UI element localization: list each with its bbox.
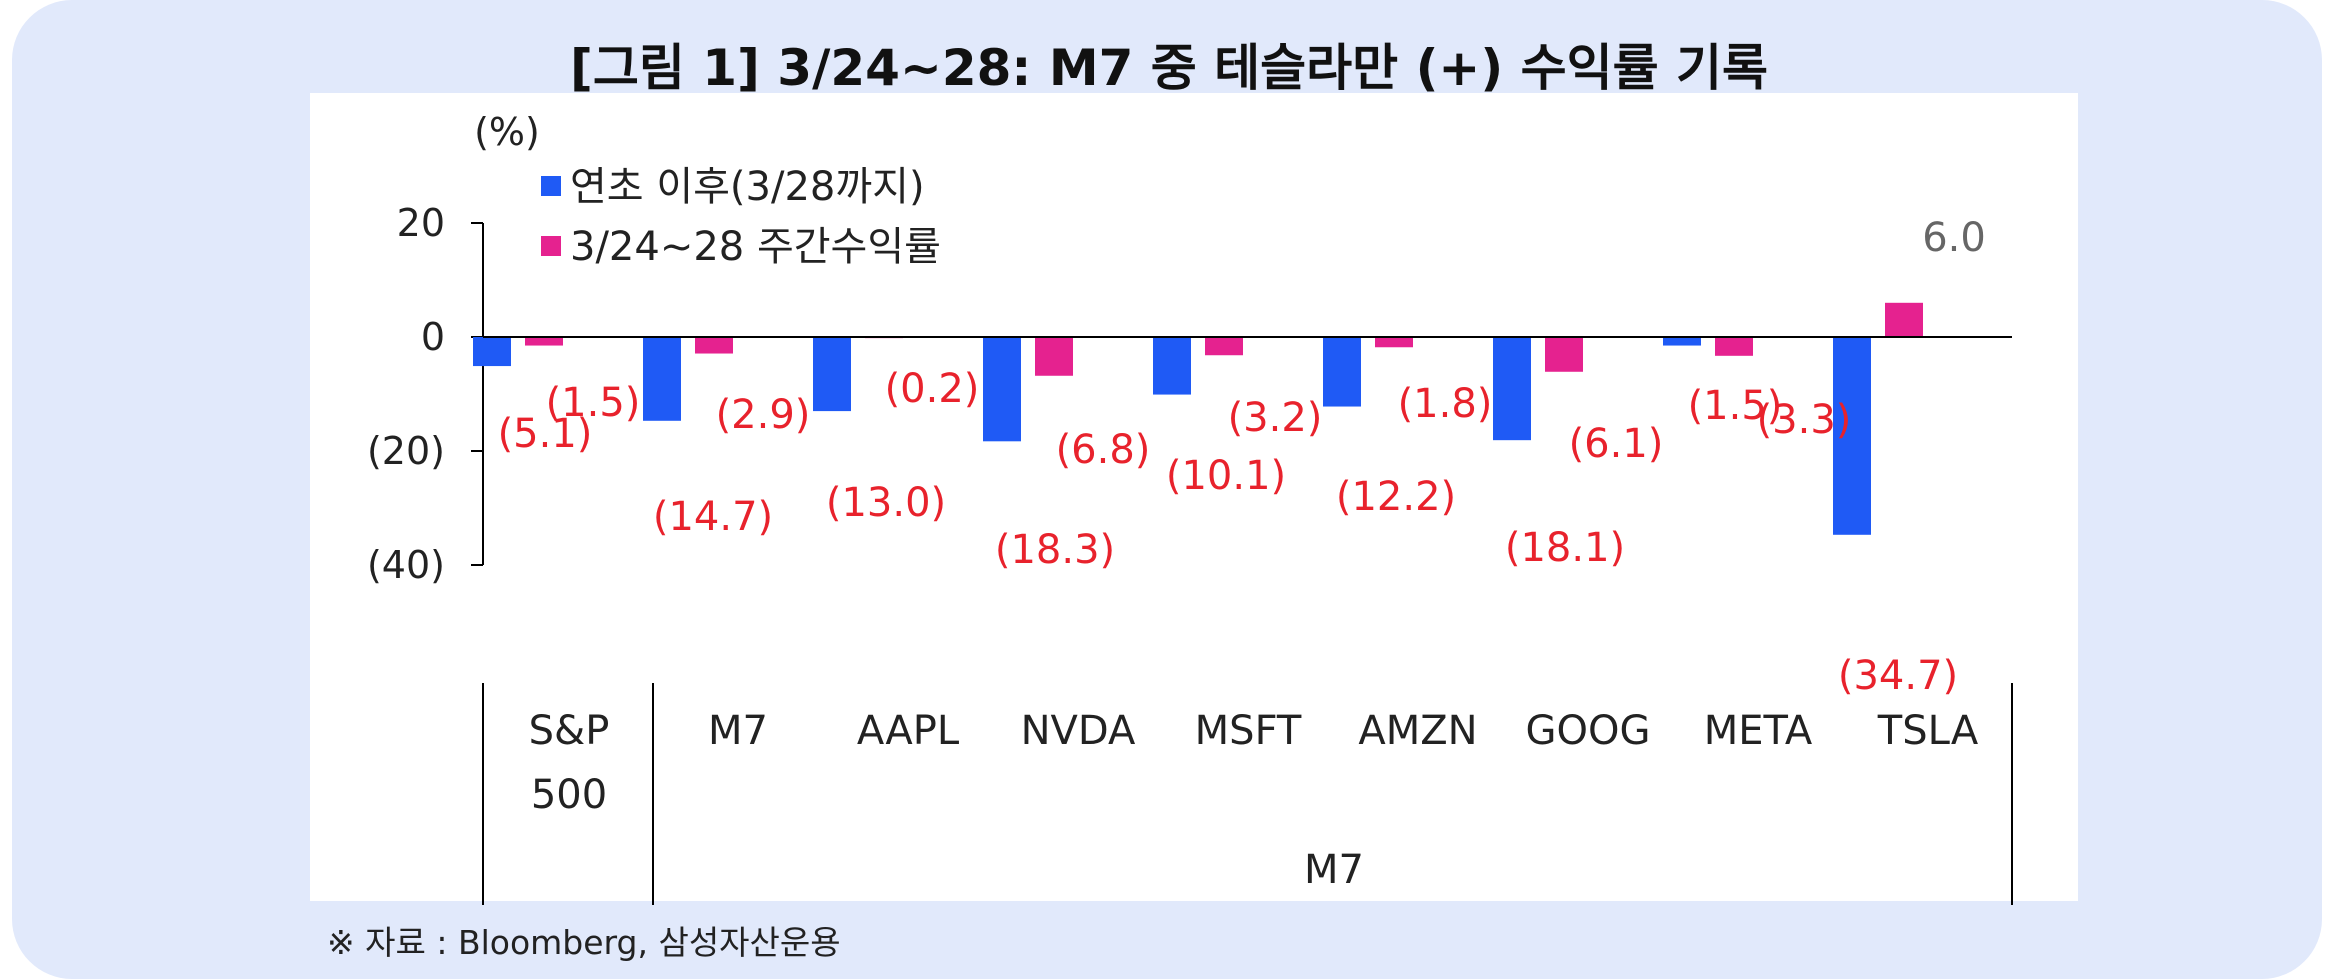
data-label-ytd: (34.7) (1838, 653, 1958, 699)
x-category-label: NVDA (1021, 708, 1136, 754)
data-label-weekly: 6.0 (1922, 215, 1986, 261)
bar-ytd (813, 337, 851, 412)
bar-ytd (1663, 337, 1701, 346)
data-label-ytd: (12.2) (1336, 474, 1456, 520)
legend-swatch-weekly (541, 236, 561, 256)
legend-swatch-ytd (541, 176, 561, 196)
bar-weekly (1715, 337, 1753, 356)
data-label-ytd: (14.7) (653, 494, 773, 540)
y-tick-label: (40) (367, 543, 445, 587)
x-group-label: M7 (1304, 847, 1364, 893)
y-tick-label: (20) (367, 429, 445, 473)
y-unit-label: (%) (474, 110, 540, 154)
source-note: ※ 자료 : Bloomberg, 삼성자산운용 (327, 923, 841, 962)
data-label-weekly: (3.3) (1757, 397, 1852, 443)
legend-label-weekly: 3/24~28 주간수익률 (570, 224, 941, 270)
bar-weekly (1885, 302, 1923, 337)
data-label-weekly: (2.9) (716, 392, 811, 438)
x-category-label: AAPL (857, 708, 960, 754)
chart-title: [그림 1] 3/24~28: M7 중 테슬라만 (+) 수익률 기록 (570, 39, 1768, 97)
data-label-ytd: (10.1) (1166, 453, 1286, 499)
x-category-label: GOOG (1526, 708, 1651, 754)
x-category-label: S&P (529, 708, 610, 754)
bar-ytd (983, 337, 1021, 442)
bar-ytd (473, 337, 511, 367)
y-tick-label: 0 (421, 315, 445, 359)
bar-weekly (1545, 337, 1583, 372)
bar-weekly (525, 337, 563, 346)
data-label-weekly: (1.8) (1398, 381, 1493, 427)
bar-weekly (1375, 337, 1413, 348)
data-label-weekly: (6.1) (1569, 421, 1664, 467)
x-category-label: TSLA (1877, 708, 1979, 754)
data-label-weekly: (3.2) (1228, 395, 1323, 441)
data-label-weekly: (6.8) (1056, 427, 1151, 473)
x-category-label: MSFT (1195, 708, 1302, 754)
data-label-ytd: (13.0) (826, 480, 946, 526)
x-category-label: M7 (708, 708, 768, 754)
data-label-weekly: (0.2) (885, 366, 980, 412)
bar-ytd (1153, 337, 1191, 395)
bar-ytd (1493, 337, 1531, 441)
x-category-label: META (1704, 708, 1813, 754)
data-label-ytd: (18.1) (1505, 525, 1625, 571)
bar-ytd (1833, 337, 1871, 535)
data-label-ytd: (18.3) (995, 527, 1115, 573)
data-label-weekly: (1.5) (546, 380, 641, 426)
bar-weekly (695, 337, 733, 354)
bar-ytd (1323, 337, 1361, 407)
bar-weekly (1205, 337, 1243, 356)
data-label-ytd: (5.1) (498, 411, 593, 457)
x-category-label: AMZN (1358, 708, 1477, 754)
y-tick-label: 20 (397, 201, 445, 245)
data-label-ytd: (1.5) (1688, 383, 1783, 429)
bar-weekly (1035, 337, 1073, 376)
x-category-label: 500 (531, 772, 607, 818)
legend-label-ytd: 연초 이후(3/28까지) (570, 164, 925, 210)
plot-background (310, 93, 2078, 901)
bar-ytd (643, 337, 681, 421)
